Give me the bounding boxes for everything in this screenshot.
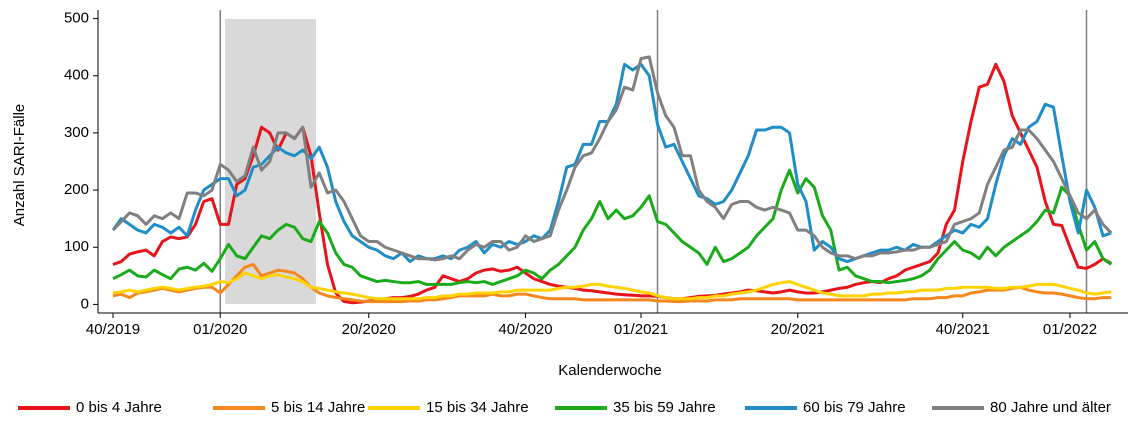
x-tick-label: 20/2021 [771, 321, 825, 338]
x-tick-label: 40/2019 [86, 321, 140, 338]
series-line [111, 62, 1112, 264]
x-tick-label: 01/2020 [193, 321, 247, 338]
y-tick-label: 100 [64, 238, 89, 255]
y-tick-label: 200 [64, 181, 89, 198]
legend-label: 35 bis 59 Jahre [613, 399, 716, 416]
legend-label: 80 Jahre und älter [990, 399, 1111, 416]
x-tick-label: 40/2021 [936, 321, 990, 338]
series-line [111, 55, 1113, 262]
series-line [112, 168, 1113, 286]
y-axis-title: Anzahl SARI-Fälle [11, 104, 28, 227]
legend-label: 60 bis 79 Jahre [803, 399, 906, 416]
series-line [112, 262, 1112, 304]
y-tick-label: 0 [81, 295, 89, 312]
x-tick-label: 20/2020 [342, 321, 396, 338]
x-tick-label: 01/2022 [1043, 321, 1097, 338]
x-axis-title: Kalenderwoche [558, 362, 661, 379]
x-tick-label: 40/2020 [498, 321, 552, 338]
x-tick-label: 01/2021 [614, 321, 668, 338]
legend-label: 0 bis 4 Jahre [76, 399, 162, 416]
legend-label: 15 bis 34 Jahre [426, 399, 529, 416]
y-tick-label: 500 [64, 10, 89, 27]
series-line [112, 271, 1112, 301]
legend-label: 5 bis 14 Jahre [271, 399, 365, 416]
y-tick-label: 400 [64, 67, 89, 84]
y-tick-label: 300 [64, 124, 89, 141]
